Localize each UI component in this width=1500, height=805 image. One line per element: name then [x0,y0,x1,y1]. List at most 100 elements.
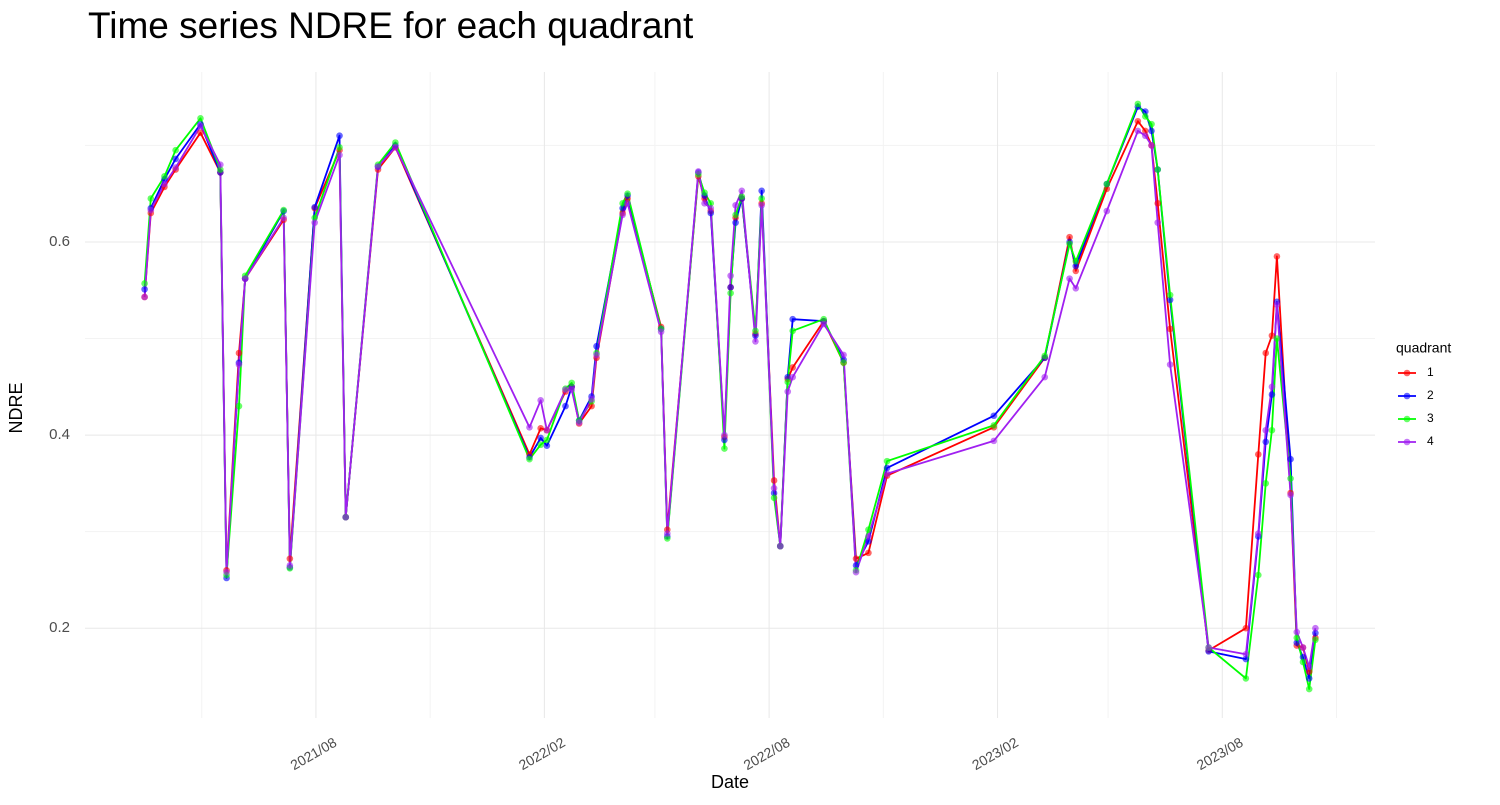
data-point [1103,180,1111,188]
data-point [738,187,746,195]
legend-item: 2 [1398,388,1434,402]
data-point [1254,451,1262,458]
data-point [1072,284,1080,292]
data-point [141,293,148,301]
x-tick-label: 2023/02 [969,734,1021,773]
data-point [1134,127,1142,135]
data-point [1299,653,1307,661]
data-point [624,200,631,207]
data-point [336,132,343,140]
data-point [789,315,796,323]
data-point [865,537,872,545]
data-point [197,115,204,122]
data-point [721,431,728,439]
data-point [738,193,746,200]
data-point [161,172,168,180]
data-point [1041,352,1049,360]
data-point [732,211,739,219]
data-point [575,419,583,426]
data-point [537,441,544,449]
data-point [1268,426,1276,434]
data-point [865,533,872,540]
legend-label: 1 [1427,365,1434,379]
data-point [1293,634,1301,642]
series-line [143,125,1317,668]
data-point [770,494,778,502]
data-point [286,555,294,562]
data-point [1205,644,1212,651]
data-point [336,144,343,151]
data-point [752,338,759,345]
data-point [1066,240,1073,248]
data-point [1154,219,1162,226]
data-point [695,168,702,175]
data-point [820,320,828,328]
data-point [1041,373,1049,381]
data-point [1142,108,1149,115]
data-point [1273,335,1281,342]
data-point [1299,644,1307,651]
data-point [1268,383,1276,391]
data-point [223,568,230,576]
data-point [241,275,249,282]
legend-swatch-point [1403,415,1411,423]
data-point [1166,291,1174,299]
data-point [568,386,575,393]
data-point [727,289,734,297]
x-tick-label: 2023/08 [1194,734,1246,773]
data-point [526,424,533,431]
data-point [336,151,343,159]
data-point [664,535,671,542]
data-point [543,442,551,449]
data-point [1312,636,1319,644]
data-point [776,542,784,550]
data-point [1148,127,1155,135]
data-point [657,328,665,336]
data-point [1293,639,1301,646]
data-point [537,434,544,442]
data-point [707,204,715,212]
data-point [752,327,759,335]
data-point [701,189,708,197]
data-point [1262,438,1270,446]
data-point [619,204,626,212]
data-point [1268,391,1276,398]
data-point [217,166,224,173]
data-point [784,388,792,395]
data-point [789,373,796,381]
data-point [1242,624,1250,632]
data-point [789,327,796,335]
data-point [1103,185,1111,193]
data-point [147,195,155,202]
data-point [1142,113,1149,120]
data-point [1262,426,1270,434]
legend-title: quadrant [1396,340,1451,356]
y-axis-label: NDRE [6,382,26,433]
data-point [1103,207,1111,215]
data-point [1154,166,1162,173]
y-tick-label: 0.2 [49,619,70,636]
data-point [562,402,569,410]
data-point [235,402,243,410]
data-point [161,180,168,188]
data-point [537,425,544,432]
data-point [1312,624,1319,632]
data-point [732,219,739,226]
data-point [1166,296,1174,304]
data-point [789,364,796,371]
data-point [707,200,715,207]
data-point [1262,480,1270,487]
legend-item: 3 [1398,411,1434,425]
data-point [543,436,551,444]
data-point [588,402,595,410]
data-point [217,161,224,168]
data-point [1142,132,1149,140]
legend-label: 4 [1427,434,1434,448]
legend-label: 2 [1427,388,1434,402]
legend-item: 1 [1398,365,1434,379]
data-point [342,513,350,521]
data-point [1154,200,1162,207]
data-point [758,195,765,202]
x-axis-label: Date [711,772,749,792]
